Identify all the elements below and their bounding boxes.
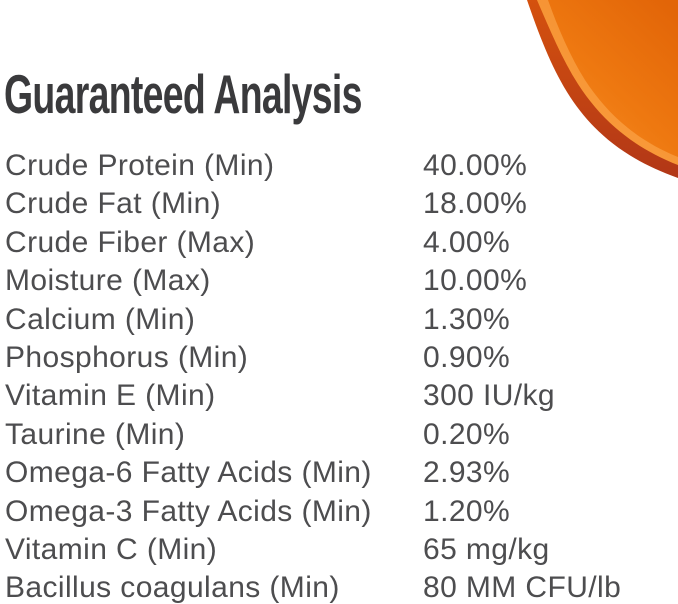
analysis-row: Calcium (Min) 1.30% [5,301,678,339]
nutrient-label: Crude Fiber (Max) [5,225,256,259]
analysis-row: Crude Fiber (Max) 4.00% [5,224,678,262]
analysis-row: Moisture (Max) 10.00% [5,262,678,300]
nutrient-value: 18.00% [423,187,528,221]
nutrient-value: 0.90% [423,340,511,374]
nutrient-label: Vitamin E (Min) [5,379,216,413]
nutrient-label: Calcium (Min) [5,302,196,336]
nutrient-label: Phosphorus (Min) [5,340,249,374]
analysis-row: Vitamin C (Min) 65 mg/kg [5,531,678,569]
nutrient-value: 40.00% [423,149,528,182]
nutrient-value: 2.93% [423,456,511,490]
nutrient-value: 10.00% [423,264,528,298]
nutrient-value: 300 IU/kg [423,379,556,413]
nutrient-label: Omega-6 Fatty Acids (Min) [5,456,372,490]
nutrient-label: Omega-3 Fatty Acids (Min) [5,494,372,528]
nutrient-value: 1.20% [423,494,511,528]
analysis-row: Omega-6 Fatty Acids (Min) 2.93% [5,454,678,492]
analysis-table: Crude Protein (Min) 40.00% Crude Fat (Mi… [5,147,678,604]
swoosh-edge-highlight [537,0,678,165]
nutrient-value: 1.30% [423,302,511,336]
analysis-row: Vitamin E (Min) 300 IU/kg [5,377,678,415]
nutrient-label: Crude Fat (Min) [5,187,222,221]
analysis-row: Taurine (Min) 0.20% [5,416,678,454]
nutrient-value: 65 mg/kg [423,532,550,566]
page-title: Guaranteed Analysis [4,63,362,125]
analysis-row: Omega-3 Fatty Acids (Min) 1.20% [5,493,678,531]
nutrient-value: 4.00% [423,225,511,259]
nutrient-label: Vitamin C (Min) [5,532,218,566]
swoosh-body [537,0,678,165]
analysis-row: Phosphorus (Min) 0.90% [5,339,678,377]
nutrient-label: Taurine (Min) [5,417,186,451]
analysis-row: Bacillus coagulans (Min) 80 MM CFU/lb [5,569,678,604]
nutrient-value: 80 MM CFU/lb [423,571,622,604]
nutrient-label: Moisture (Max) [5,264,211,298]
nutrient-value: 0.20% [423,417,511,451]
analysis-row: Crude Fat (Min) 18.00% [5,185,678,223]
analysis-row: Crude Protein (Min) 40.00% [5,147,678,185]
nutrient-label: Crude Protein (Min) [5,149,275,182]
nutrient-label: Bacillus coagulans (Min) [5,571,340,604]
